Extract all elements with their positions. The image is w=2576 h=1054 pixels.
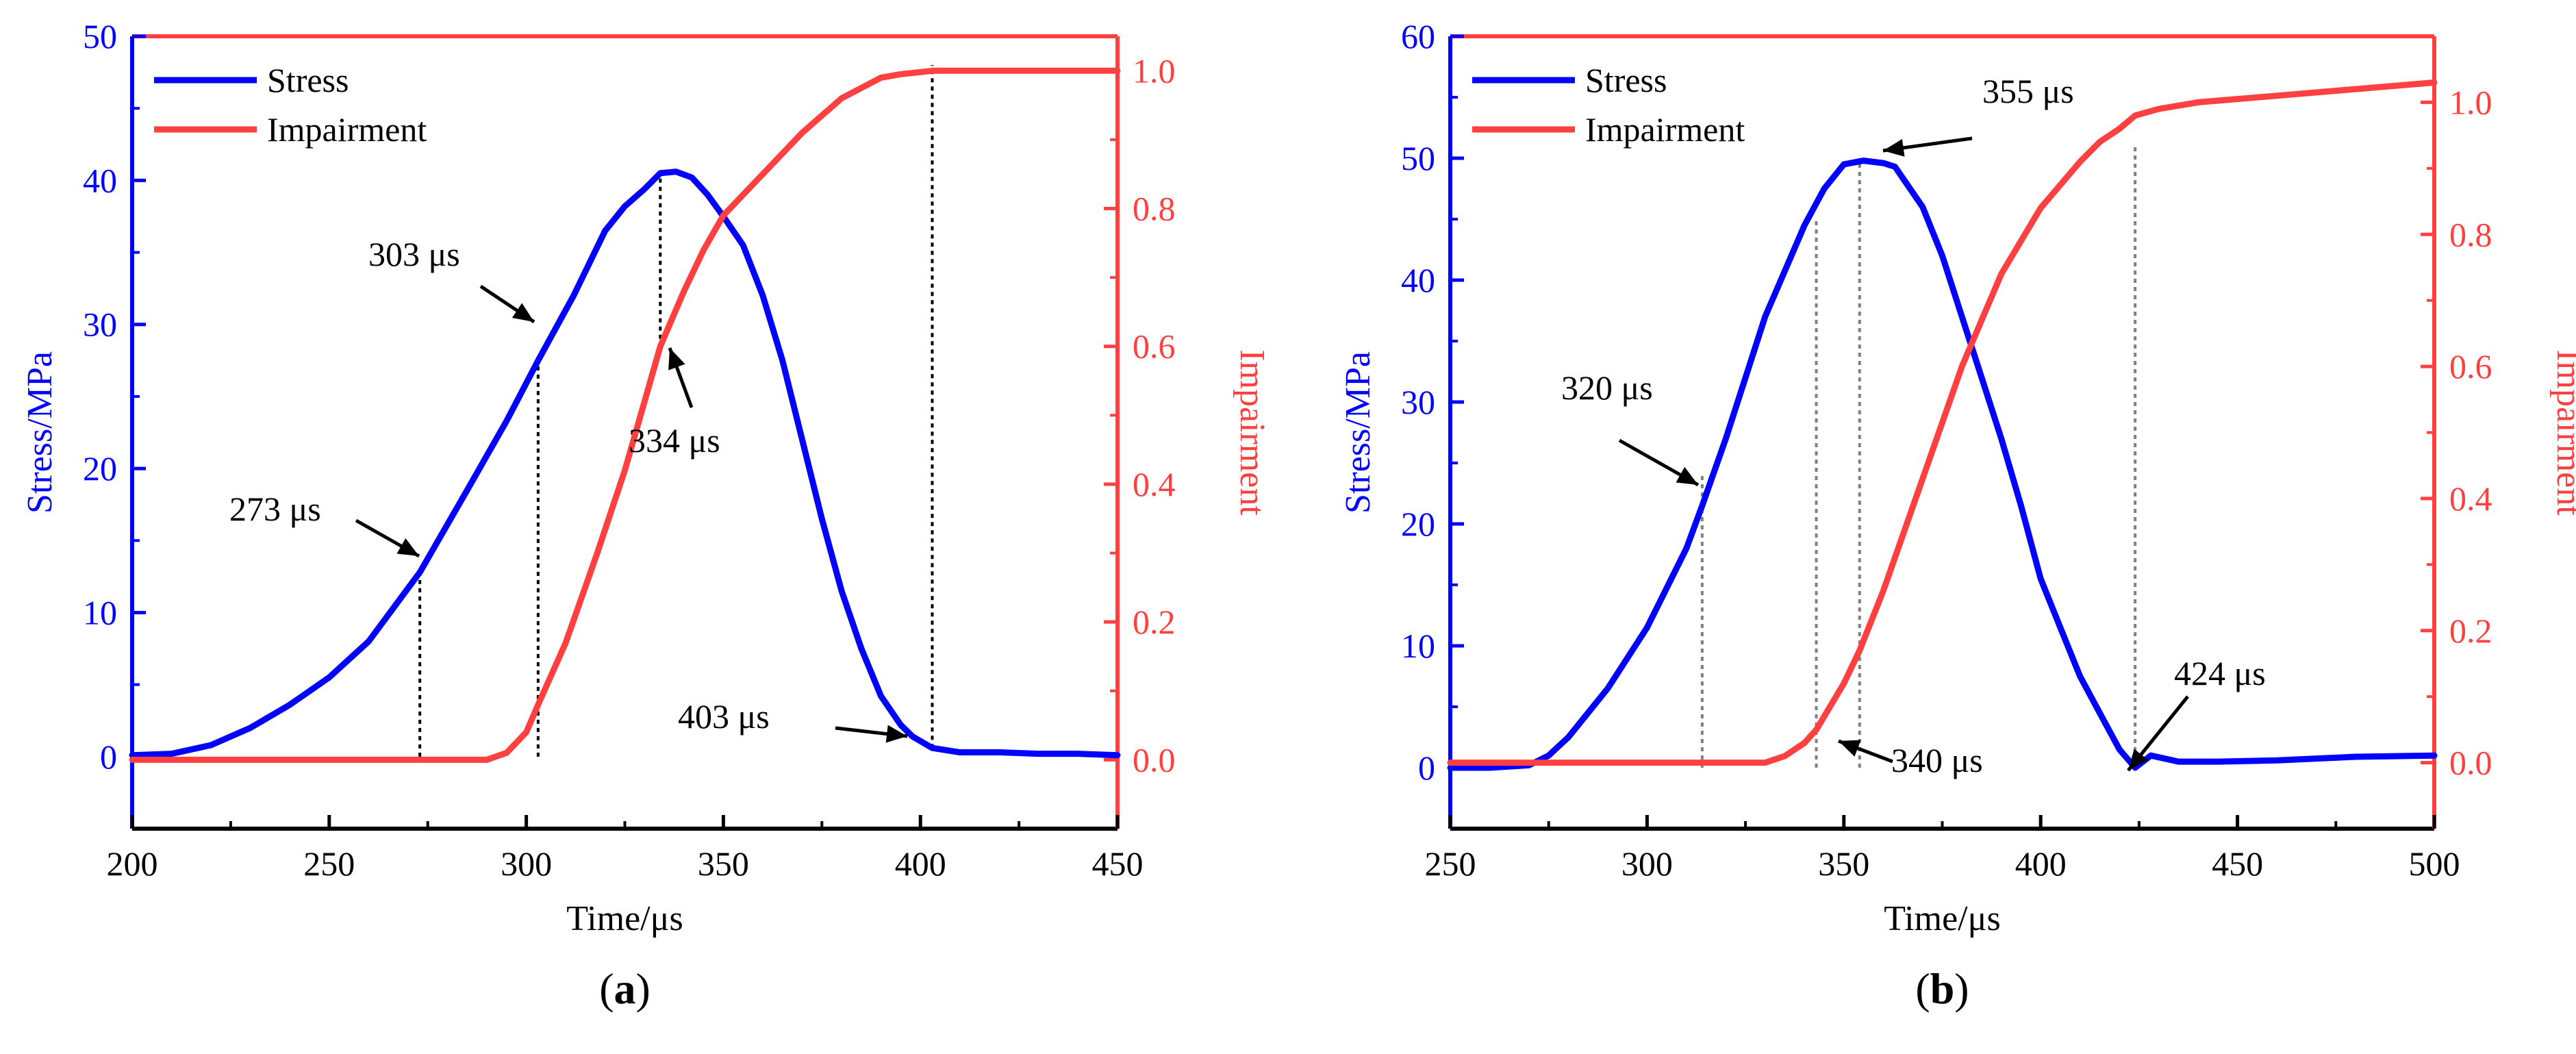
y-right-tick-label: 0.2 <box>2449 612 2492 650</box>
annotation-label: 424 μs <box>2174 654 2266 692</box>
annotation-label: 403 μs <box>678 697 770 736</box>
panel-label-letter: b <box>1930 964 1955 1013</box>
annotation-arrow-head <box>885 725 907 743</box>
impairment-series-line <box>1447 79 2438 766</box>
panel-label-open: ( <box>1915 964 1930 1013</box>
x-tick-label: 200 <box>107 844 158 883</box>
y-left-tick-label: 20 <box>83 449 117 488</box>
x-tick-label: 450 <box>1092 844 1144 883</box>
annotation-arrow-head <box>1883 139 1905 157</box>
chart-panel-b: 250 300 350 400 450 500 0 10 20 30 40 50 60 0.0 0.2 0.4… <box>1339 17 2576 1013</box>
y-right-tick-label: 0.8 <box>1133 190 1176 228</box>
x-axis-title: Time/μs <box>566 899 683 938</box>
panel-label-close: ) <box>636 964 651 1013</box>
legend-label-impairment: Impairment <box>1585 110 1745 149</box>
panel-label-open: ( <box>599 964 614 1013</box>
y-right-tick-label: 0.4 <box>2449 479 2492 518</box>
legend-label-impairment: Impairment <box>267 110 427 149</box>
annotation-arrow-head <box>668 348 685 371</box>
y-left-axis-title: Stress/MPa <box>1339 351 1378 514</box>
y-left-tick-label: 30 <box>1401 383 1435 421</box>
x-tick-label: 350 <box>698 844 749 883</box>
annotation-arrow-head <box>2128 749 2148 770</box>
y-right-tick-label: 0.4 <box>1133 465 1176 503</box>
annotation-label: 340 μs <box>1891 741 1983 779</box>
x-tick-label: 400 <box>2015 844 2067 883</box>
y-left-tick-label: 40 <box>83 161 117 199</box>
y-left-tick-label: 0 <box>1418 749 1435 787</box>
annotation-arrow-head <box>1839 740 1861 757</box>
y-right-tick-label: 1.0 <box>1133 51 1176 90</box>
legend-label-stress: Stress <box>267 61 349 99</box>
y-left-tick-label: 20 <box>1401 505 1435 543</box>
stress-series-line <box>129 168 1121 759</box>
x-tick-label: 500 <box>2409 844 2460 883</box>
panel-label-close: ) <box>1954 964 1969 1013</box>
annotation-label: 303 μs <box>368 235 460 273</box>
annotation-label: 334 μs <box>629 421 720 460</box>
chart-panel-a: 200 250 300 350 400 450 0 10 20 30 40 50 0.0 0.2 0.4 0.… <box>21 17 1272 1013</box>
legend-label-stress: Stress <box>1585 61 1667 99</box>
annotation-label: 273 μs <box>229 490 321 528</box>
x-tick-label: 300 <box>1621 844 1673 883</box>
impairment-series-line <box>129 67 1121 763</box>
y-right-axis-title: Impairment <box>2549 349 2576 516</box>
panel-label: (b) <box>1915 964 1969 1013</box>
y-left-tick-label: 40 <box>1401 261 1435 299</box>
x-tick-label: 350 <box>1818 844 1869 883</box>
y-right-axis-title: Impairment <box>1233 349 1272 516</box>
x-tick-label: 450 <box>2212 844 2263 883</box>
y-right-tick-label: 0.6 <box>1133 327 1176 366</box>
annotation-arrow-head <box>396 538 419 556</box>
annotation-label: 320 μs <box>1561 368 1653 407</box>
y-left-tick-label: 50 <box>83 17 117 55</box>
panel-label-letter: a <box>614 964 636 1013</box>
stress-series-line <box>1447 158 2438 771</box>
x-tick-label: 250 <box>303 844 355 883</box>
x-tick-label: 300 <box>501 844 552 883</box>
y-left-axis-title: Stress/MPa <box>21 351 60 514</box>
y-left-tick-label: 50 <box>1401 139 1435 177</box>
y-right-tick-label: 1.0 <box>2449 83 2492 121</box>
y-right-tick-label: 0.8 <box>2449 215 2492 253</box>
annotation-arrow-head <box>1676 466 1698 485</box>
annotation-arrow-head <box>512 303 534 322</box>
annotation-label: 355 μs <box>1982 72 2074 110</box>
x-tick-label: 400 <box>895 844 946 883</box>
y-left-tick-label: 10 <box>1401 627 1435 665</box>
y-left-tick-label: 0 <box>100 738 117 776</box>
y-left-tick-label: 30 <box>83 305 117 344</box>
x-axis-title: Time/μs <box>1884 899 2000 938</box>
panel-label: (a) <box>599 964 651 1013</box>
y-right-tick-label: 0.6 <box>2449 347 2492 386</box>
y-right-tick-label: 0.0 <box>2449 744 2492 782</box>
y-left-tick-label: 10 <box>83 593 117 631</box>
y-right-tick-label: 0.0 <box>1133 740 1176 779</box>
y-right-tick-label: 0.2 <box>1133 603 1176 641</box>
y-left-tick-label: 60 <box>1401 17 1435 55</box>
x-tick-label: 250 <box>1425 844 1476 883</box>
